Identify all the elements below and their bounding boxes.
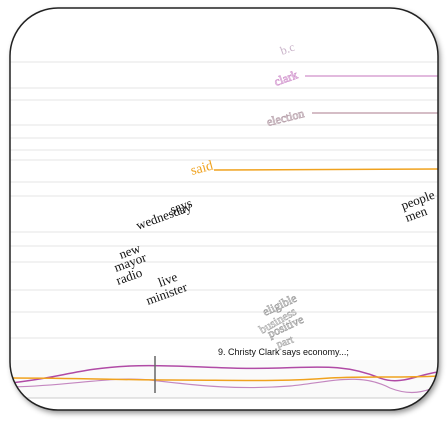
- word: b.c: [278, 40, 296, 58]
- word: live: [156, 269, 180, 290]
- word: said: [189, 159, 215, 179]
- overview-curve: [10, 364, 438, 384]
- frame-border: [9, 7, 439, 411]
- word: men: [403, 203, 430, 225]
- stream-line: [213, 168, 438, 171]
- word: says: [168, 195, 194, 217]
- rules: [10, 61, 438, 339]
- caption: 9. Christy Clark says economy...;: [218, 347, 349, 357]
- word: part: [275, 334, 295, 351]
- word: new: [117, 240, 143, 262]
- overview-curve: [10, 378, 438, 394]
- overview-curve: [10, 375, 438, 382]
- frame: [10, 8, 438, 410]
